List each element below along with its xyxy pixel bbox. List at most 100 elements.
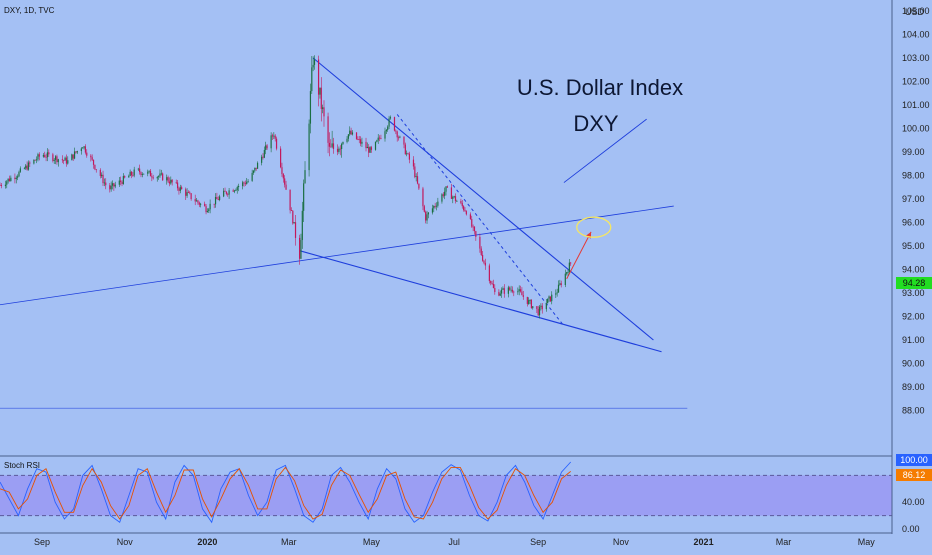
candle-body (359, 139, 362, 144)
candle-body (313, 59, 316, 65)
candle-body (233, 190, 236, 192)
candle-body (56, 156, 58, 163)
stoch-rsi-pane (0, 455, 892, 524)
candle-body (408, 153, 410, 160)
candle-body (236, 187, 238, 191)
resistance-line[interactable] (312, 57, 654, 341)
candle-body (72, 154, 74, 159)
candle-body (251, 172, 253, 181)
candle-body (102, 174, 104, 184)
candle-body (309, 91, 312, 124)
candle-body (223, 190, 225, 197)
candle-body (521, 291, 523, 296)
time-tick-label: Nov (613, 537, 630, 547)
candle-body (82, 147, 84, 149)
time-tick-label: 2020 (197, 537, 217, 547)
support-line[interactable] (299, 250, 662, 353)
candle-body (114, 184, 116, 187)
candle-body (545, 303, 547, 310)
candle-body (14, 177, 16, 180)
candle-body (105, 182, 107, 186)
dashed-trendline[interactable] (396, 114, 565, 327)
candle-body (148, 170, 150, 172)
projection-line[interactable] (563, 118, 647, 183)
candle-body (162, 173, 164, 181)
candle-body (471, 219, 473, 227)
candle-body (393, 117, 396, 131)
candle-body (185, 189, 187, 196)
candle-body (336, 148, 339, 152)
time-axis[interactable]: Sep Nov 2020 Mar May Jul Sep Nov 2021 Mar May (0, 532, 892, 547)
target-arrow[interactable] (566, 231, 592, 280)
candle-body (437, 201, 439, 206)
candle-body (75, 151, 77, 153)
candle-body (556, 292, 558, 294)
price-axis[interactable]: USD 105.00 104.00 103.00 102.00 101.00 100.00… (891, 0, 930, 534)
candle-body (491, 283, 493, 284)
candle-body (128, 175, 130, 178)
stoch-rsi-lines (0, 461, 572, 524)
candle-body (559, 283, 561, 285)
candle-body (228, 190, 230, 195)
candle-body (76, 151, 78, 153)
candle-body (254, 167, 256, 171)
candle-body (224, 190, 226, 192)
candle-body (412, 159, 415, 167)
candle-body (347, 134, 349, 139)
candle-body (479, 236, 481, 249)
stoch-rsi-label[interactable]: Stoch RSI (4, 461, 40, 470)
candle-body (243, 182, 245, 184)
candle-body (406, 153, 408, 155)
candle-body (252, 170, 255, 173)
candle-body (387, 126, 389, 130)
candle-body (101, 174, 103, 176)
candle-body (407, 153, 409, 155)
long-trendline[interactable] (0, 205, 674, 306)
time-tick-label: Sep (530, 537, 546, 547)
candle-body (426, 214, 428, 221)
candle-body (111, 183, 114, 186)
candle-body (284, 178, 286, 185)
candle-body (64, 157, 66, 161)
target-ellipse[interactable] (576, 216, 612, 238)
time-tick-label: Sep (34, 537, 50, 547)
candle-body (404, 144, 406, 155)
candle-body (209, 203, 211, 210)
candle-body (189, 192, 191, 194)
candle-body (444, 191, 446, 196)
candle-body (84, 146, 87, 153)
candle-body (83, 146, 85, 148)
candle-body (502, 288, 504, 290)
candle-body (181, 187, 183, 190)
candle-body (17, 176, 19, 178)
candle-body (232, 190, 234, 192)
candle-body (6, 181, 8, 185)
candle-body (139, 168, 141, 173)
time-tick-labels: Sep Nov 2020 Mar May Jul Sep Nov 2021 Mar May (34, 537, 875, 547)
candle-body (547, 298, 549, 304)
candle-body (246, 181, 248, 185)
candle-body (242, 182, 244, 187)
candle-body (290, 210, 293, 211)
candle-body (484, 262, 486, 266)
candle-body (130, 171, 133, 176)
candle-body (263, 149, 265, 158)
candle-body (18, 171, 20, 177)
candle-body (65, 157, 68, 164)
candle-body (322, 107, 324, 109)
candle-body (317, 59, 320, 95)
price-tick-label: 91.00 (902, 335, 925, 345)
candle-body (370, 147, 373, 150)
candle-body (67, 160, 69, 164)
candle-body (103, 182, 105, 184)
stoch-tick-label: 0.00 (902, 524, 920, 534)
candle-body (445, 186, 447, 192)
candle-body (152, 177, 154, 179)
price-tick-label: 105.00 (902, 6, 930, 16)
candle-body (526, 296, 528, 304)
candle-body (518, 289, 520, 292)
stoch-k-value: 100.00 (900, 455, 928, 465)
symbol-label[interactable]: DXY, 1D, TVC (4, 6, 55, 15)
time-tick-label: Nov (117, 537, 134, 547)
